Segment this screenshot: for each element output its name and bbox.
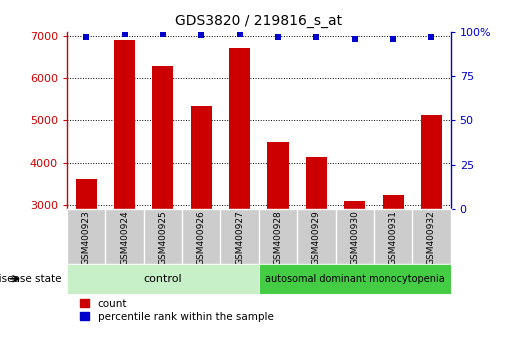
Text: disease state: disease state <box>0 274 62 284</box>
Point <box>389 36 397 42</box>
Bar <box>76 179 97 209</box>
Point <box>121 31 129 36</box>
Point <box>82 34 90 40</box>
Text: GSM400923: GSM400923 <box>82 211 91 265</box>
Bar <box>114 40 135 209</box>
Bar <box>152 65 174 209</box>
Text: control: control <box>144 274 182 284</box>
Point <box>351 36 359 42</box>
Bar <box>259 264 451 294</box>
Bar <box>344 201 365 209</box>
Text: GSM400924: GSM400924 <box>120 211 129 265</box>
Bar <box>67 264 259 294</box>
Bar <box>229 48 250 209</box>
Text: GSM400931: GSM400931 <box>389 211 398 266</box>
Point <box>274 34 282 40</box>
Point <box>235 31 244 36</box>
Title: GDS3820 / 219816_s_at: GDS3820 / 219816_s_at <box>175 14 342 28</box>
Text: GSM400932: GSM400932 <box>427 211 436 265</box>
Text: GSM400925: GSM400925 <box>159 211 167 265</box>
Point <box>427 34 436 40</box>
Point <box>159 31 167 36</box>
Text: GSM400928: GSM400928 <box>273 211 282 265</box>
Text: autosomal dominant monocytopenia: autosomal dominant monocytopenia <box>265 274 444 284</box>
Bar <box>383 195 404 209</box>
Bar <box>191 105 212 209</box>
Point <box>312 34 320 40</box>
Point <box>197 33 205 38</box>
Bar <box>267 142 288 209</box>
Text: GSM400930: GSM400930 <box>350 211 359 266</box>
Bar <box>421 115 442 209</box>
Text: GSM400929: GSM400929 <box>312 211 321 265</box>
Text: GSM400926: GSM400926 <box>197 211 205 265</box>
Text: GSM400927: GSM400927 <box>235 211 244 265</box>
Legend: count, percentile rank within the sample: count, percentile rank within the sample <box>80 299 273 322</box>
Bar <box>306 157 327 209</box>
